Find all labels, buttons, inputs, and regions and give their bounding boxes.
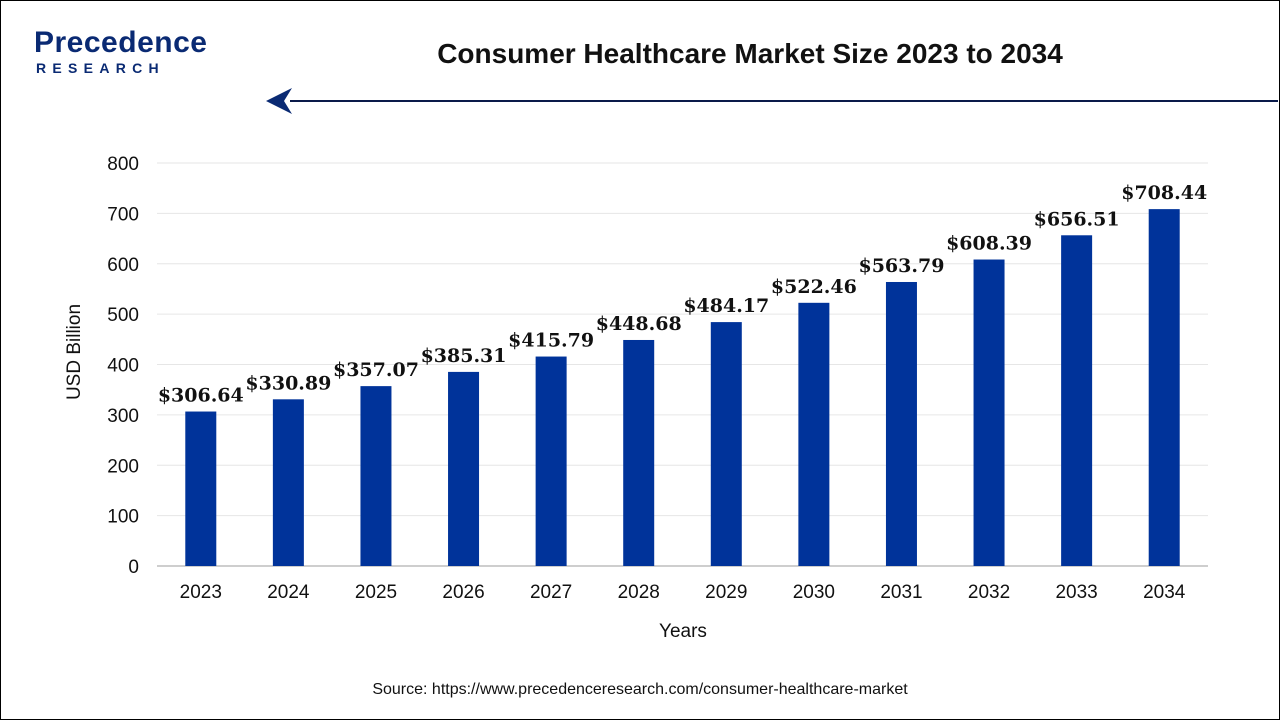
brand-subtitle: RESEARCH — [36, 60, 165, 76]
data-label: $357.07 — [333, 359, 419, 381]
data-label: $448.68 — [596, 313, 682, 335]
x-tick-label: 2032 — [968, 582, 1010, 603]
bar-2031 — [885, 281, 917, 566]
x-tick-label: 2030 — [793, 582, 835, 603]
brand-logo: Precedence RESEARCH — [34, 26, 234, 80]
data-label: $608.39 — [946, 233, 1032, 255]
x-axis-label: Years — [659, 621, 707, 642]
bar-2027 — [535, 356, 567, 566]
y-tick-label: 300 — [107, 406, 139, 427]
y-axis-label: USD Billion — [64, 303, 85, 401]
data-label: $415.79 — [508, 330, 594, 352]
x-tick-label: 2027 — [530, 582, 572, 603]
data-label: $522.46 — [771, 276, 857, 298]
x-tick-label: 2033 — [1055, 582, 1097, 603]
bar-2032 — [973, 259, 1005, 566]
source-note: Source: https://www.precedenceresearch.c… — [372, 681, 908, 698]
bar-2029 — [710, 322, 742, 566]
bar-2024 — [272, 399, 304, 566]
left-arrow-icon — [266, 88, 292, 114]
x-tick-label: 2023 — [180, 582, 222, 603]
y-tick-label: 500 — [107, 305, 139, 326]
y-tick-label: 200 — [107, 456, 139, 477]
x-tick-label: 2031 — [880, 582, 922, 603]
brand-name: Precedence — [34, 26, 208, 59]
y-tick-label: 700 — [107, 204, 139, 225]
y-tick-label: 400 — [107, 356, 139, 377]
bar-2023 — [185, 411, 217, 566]
bar-2026 — [448, 371, 480, 566]
x-tick-label: 2029 — [705, 582, 747, 603]
data-label: $484.17 — [683, 295, 769, 317]
data-label: $656.51 — [1034, 208, 1120, 230]
y-tick-label: 800 — [107, 154, 139, 175]
x-tick-label: 2026 — [442, 582, 484, 603]
bar-2033 — [1061, 235, 1093, 566]
bar-2025 — [360, 386, 392, 566]
data-label: $385.31 — [421, 345, 507, 367]
chart-title: Consumer Healthcare Market Size 2023 to … — [437, 38, 1063, 69]
data-label: $306.64 — [158, 385, 244, 407]
bar-2034 — [1148, 209, 1180, 566]
y-tick-label: 0 — [128, 557, 139, 578]
data-label: $708.44 — [1121, 182, 1207, 204]
data-label: $330.89 — [245, 372, 331, 394]
bar-2028 — [623, 339, 655, 566]
x-tick-label: 2025 — [355, 582, 397, 603]
x-tick-label: 2034 — [1143, 582, 1186, 603]
bar-2030 — [798, 302, 830, 566]
x-tick-label: 2028 — [618, 582, 660, 603]
x-tick-label: 2024 — [267, 582, 310, 603]
y-tick-label: 100 — [107, 507, 139, 528]
data-label: $563.79 — [858, 255, 944, 277]
y-tick-label: 600 — [107, 255, 139, 276]
